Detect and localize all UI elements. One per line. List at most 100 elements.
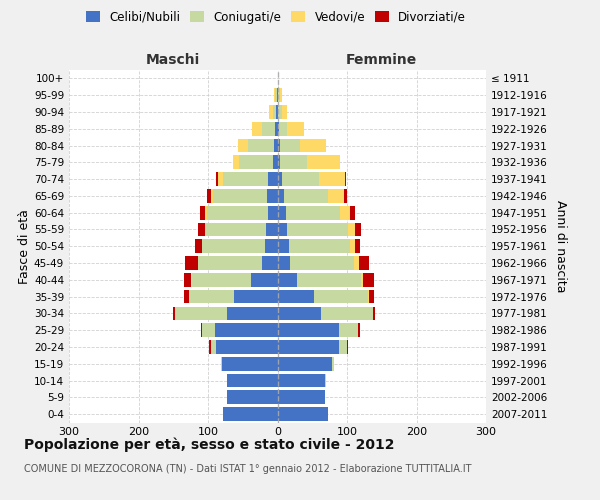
Bar bbox=[361, 273, 363, 286]
Bar bbox=[320, 306, 373, 320]
Bar bbox=[280, 138, 300, 152]
Bar bbox=[223, 407, 277, 421]
Bar bbox=[277, 390, 325, 404]
Bar bbox=[328, 189, 344, 203]
Bar bbox=[272, 156, 277, 169]
Bar bbox=[349, 222, 355, 236]
Bar bbox=[277, 290, 314, 304]
Bar bbox=[277, 105, 278, 119]
Bar bbox=[197, 222, 205, 236]
Bar bbox=[268, 172, 277, 186]
Bar bbox=[300, 138, 326, 152]
Bar bbox=[195, 240, 202, 253]
Bar bbox=[217, 172, 218, 186]
Bar bbox=[338, 340, 347, 354]
Bar bbox=[173, 306, 175, 320]
Bar bbox=[253, 122, 262, 136]
Bar bbox=[278, 105, 281, 119]
Bar bbox=[280, 156, 307, 169]
Text: Maschi: Maschi bbox=[146, 52, 200, 66]
Bar bbox=[211, 340, 217, 354]
Bar bbox=[227, 306, 277, 320]
Bar bbox=[286, 206, 340, 220]
Bar bbox=[277, 122, 279, 136]
Bar bbox=[218, 172, 223, 186]
Bar bbox=[206, 206, 268, 220]
Bar bbox=[277, 324, 338, 337]
Bar bbox=[274, 88, 275, 102]
Bar bbox=[202, 324, 215, 337]
Bar bbox=[185, 256, 197, 270]
Bar bbox=[290, 256, 354, 270]
Bar bbox=[209, 340, 211, 354]
Bar bbox=[340, 206, 350, 220]
Legend: Celibi/Nubili, Coniugati/e, Vedovi/e, Divorziati/e: Celibi/Nubili, Coniugati/e, Vedovi/e, Di… bbox=[81, 6, 471, 28]
Y-axis label: Fasce di età: Fasce di età bbox=[18, 209, 31, 284]
Bar bbox=[267, 189, 277, 203]
Bar bbox=[223, 172, 268, 186]
Bar bbox=[325, 374, 326, 388]
Bar bbox=[277, 340, 338, 354]
Bar bbox=[355, 222, 361, 236]
Bar bbox=[289, 240, 350, 253]
Text: Femmine: Femmine bbox=[346, 52, 418, 66]
Text: Popolazione per età, sesso e stato civile - 2012: Popolazione per età, sesso e stato civil… bbox=[24, 438, 395, 452]
Bar bbox=[287, 222, 349, 236]
Bar bbox=[211, 189, 213, 203]
Bar bbox=[355, 240, 359, 253]
Bar bbox=[369, 290, 374, 304]
Bar bbox=[277, 240, 289, 253]
Bar bbox=[345, 172, 346, 186]
Bar bbox=[235, 290, 277, 304]
Bar bbox=[350, 206, 355, 220]
Bar bbox=[347, 340, 349, 354]
Bar bbox=[319, 172, 345, 186]
Bar bbox=[281, 105, 287, 119]
Bar bbox=[200, 206, 205, 220]
Bar bbox=[275, 122, 277, 136]
Bar bbox=[191, 273, 192, 286]
Bar bbox=[217, 340, 277, 354]
Bar bbox=[279, 122, 287, 136]
Bar bbox=[238, 138, 248, 152]
Bar bbox=[278, 88, 280, 102]
Bar bbox=[358, 324, 359, 337]
Bar bbox=[277, 138, 280, 152]
Bar bbox=[276, 105, 277, 119]
Bar bbox=[221, 357, 222, 370]
Bar bbox=[262, 122, 275, 136]
Bar bbox=[277, 374, 325, 388]
Bar bbox=[189, 290, 235, 304]
Bar bbox=[213, 189, 267, 203]
Bar bbox=[197, 256, 198, 270]
Bar bbox=[222, 357, 277, 370]
Bar bbox=[277, 256, 290, 270]
Bar bbox=[202, 240, 265, 253]
Bar bbox=[363, 273, 374, 286]
Bar bbox=[272, 105, 276, 119]
Bar bbox=[198, 256, 262, 270]
Bar bbox=[227, 390, 277, 404]
Bar bbox=[205, 206, 206, 220]
Bar bbox=[277, 156, 280, 169]
Bar bbox=[184, 290, 189, 304]
Bar bbox=[277, 222, 287, 236]
Bar bbox=[262, 256, 277, 270]
Bar bbox=[175, 306, 227, 320]
Bar bbox=[287, 122, 304, 136]
Bar bbox=[251, 273, 277, 286]
Bar bbox=[274, 138, 277, 152]
Bar bbox=[277, 273, 297, 286]
Bar bbox=[332, 357, 334, 370]
Bar bbox=[265, 240, 277, 253]
Bar bbox=[201, 324, 202, 337]
Bar bbox=[307, 156, 340, 169]
Bar bbox=[277, 172, 283, 186]
Bar bbox=[239, 156, 272, 169]
Bar bbox=[368, 290, 369, 304]
Bar bbox=[277, 88, 278, 102]
Bar bbox=[192, 273, 251, 286]
Bar bbox=[215, 324, 277, 337]
Bar bbox=[344, 189, 347, 203]
Bar bbox=[277, 357, 332, 370]
